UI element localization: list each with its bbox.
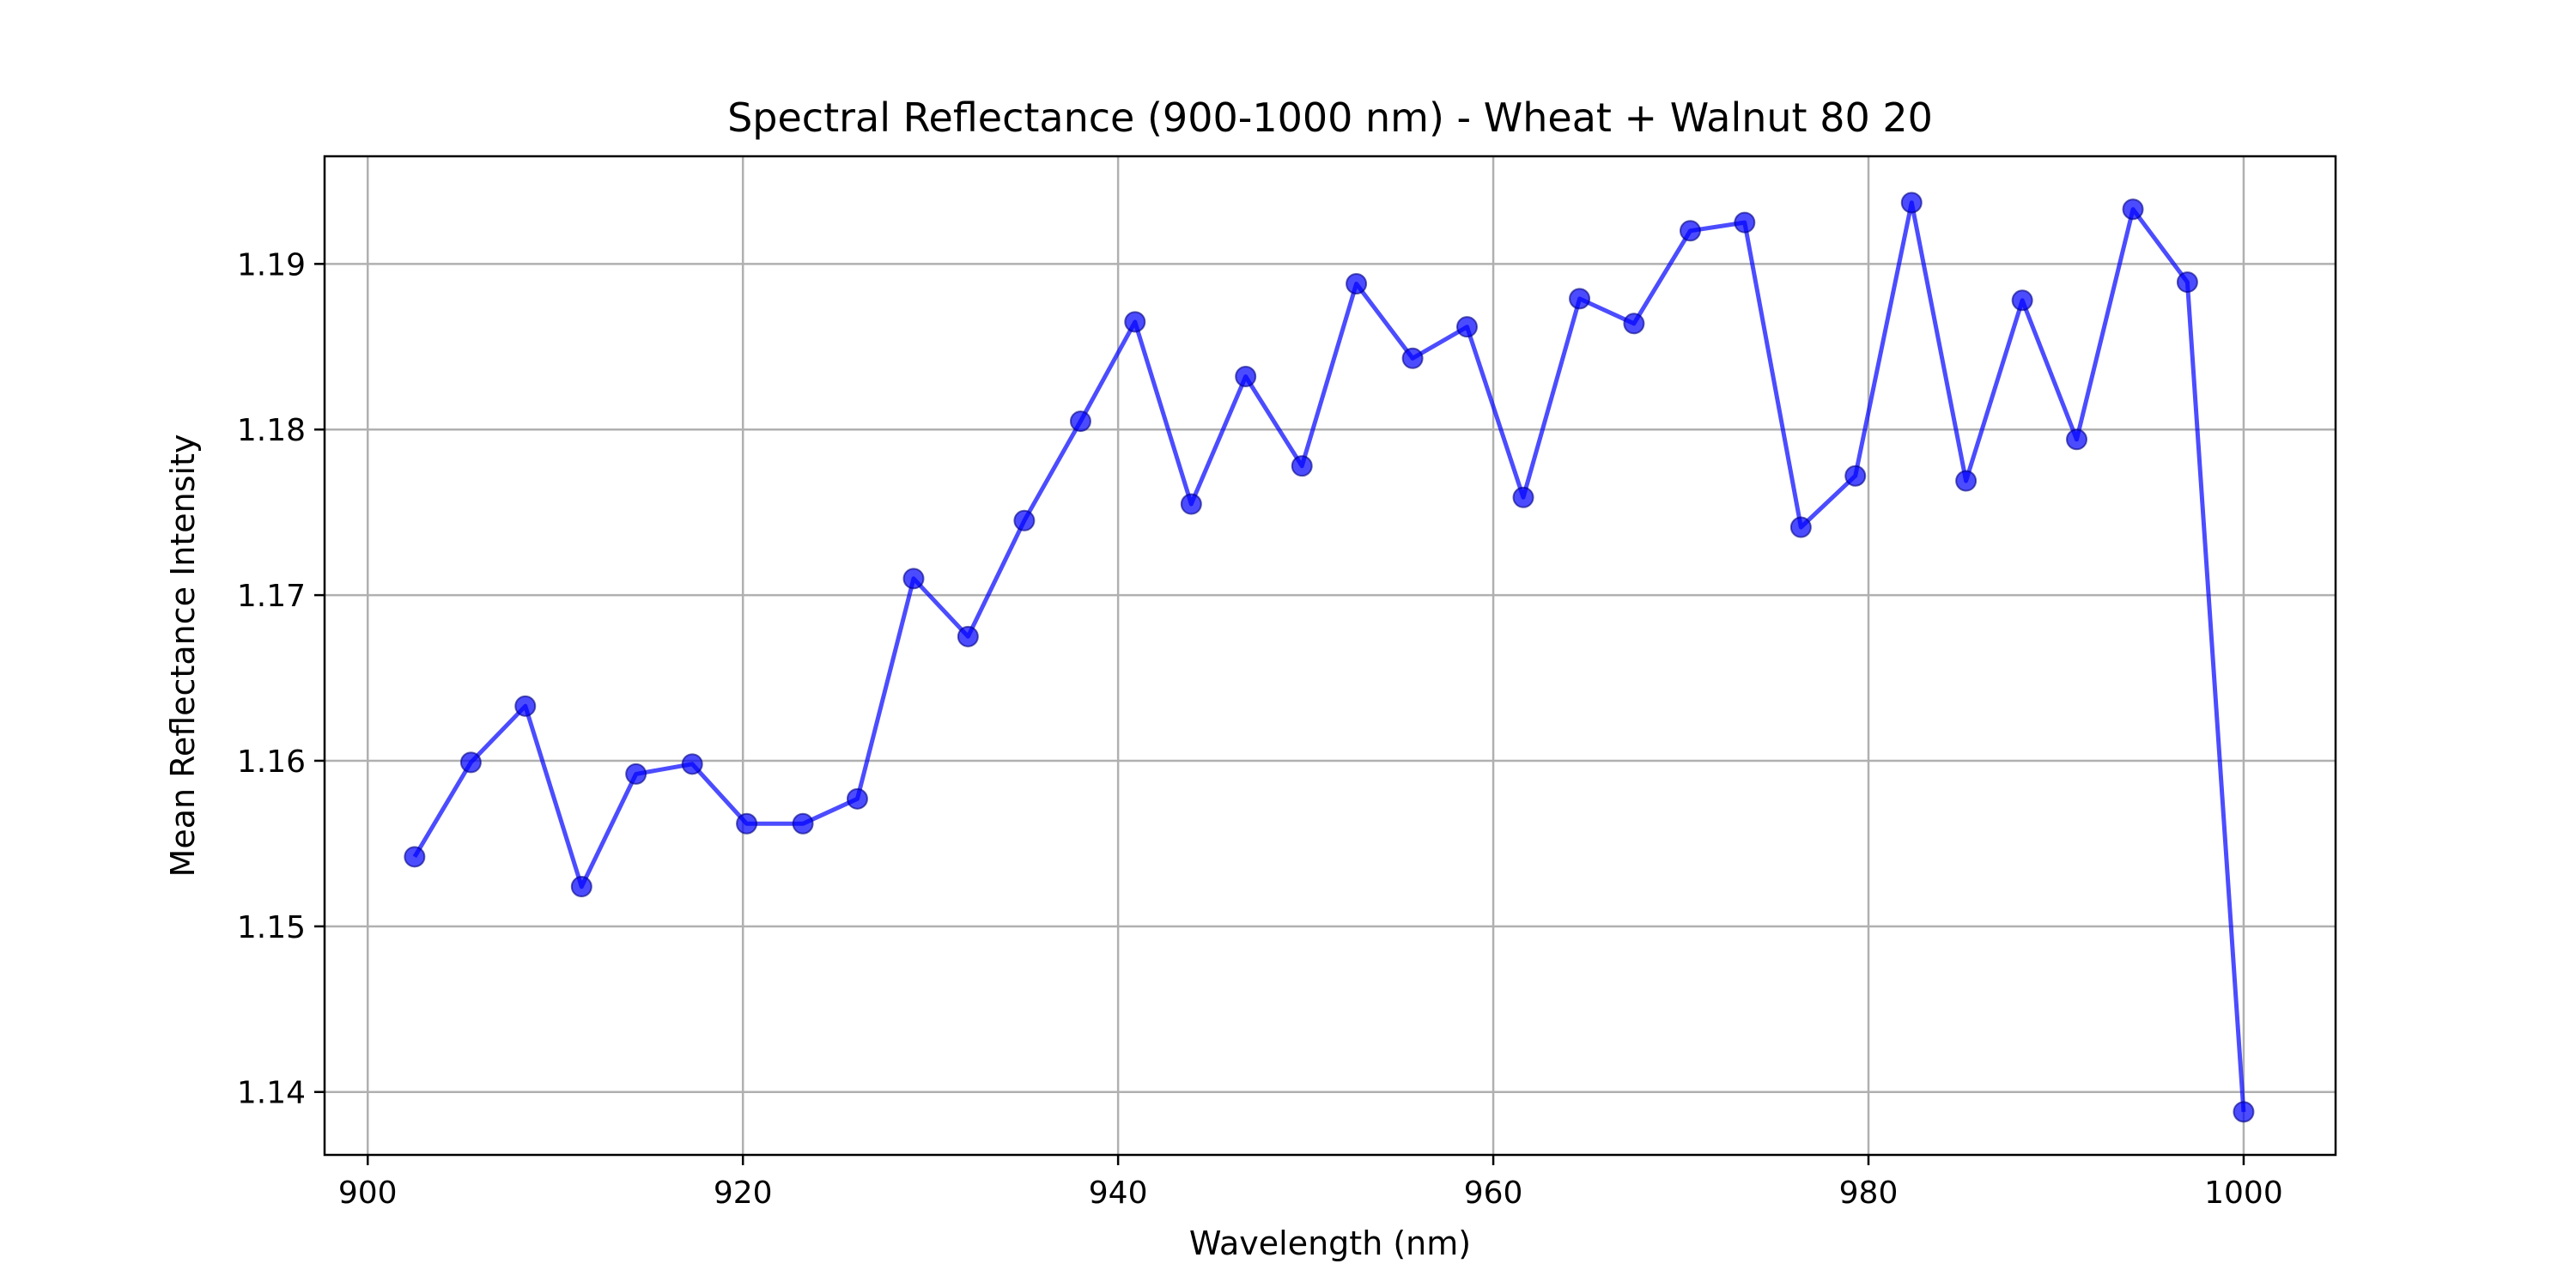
ticks-layer: 900 920 940 960 980 1000 1.14 1.15 1.16 1.17 1.18 1… xyxy=(237,247,2283,1211)
data-point xyxy=(1623,313,1645,335)
data-point xyxy=(514,695,537,717)
data-point xyxy=(1069,410,1091,433)
data-point xyxy=(1013,509,1036,532)
data-point xyxy=(1512,486,1534,508)
series-layer xyxy=(404,191,2255,1123)
data-point xyxy=(2066,428,2088,451)
data-point xyxy=(1235,366,1257,388)
data-point xyxy=(1569,288,1591,310)
data-point xyxy=(459,751,482,774)
data-point xyxy=(846,787,868,810)
data-point xyxy=(1180,493,1202,515)
y-tick-label: 1.17 xyxy=(237,579,306,614)
series-line xyxy=(412,200,2246,1113)
chart-title: Spectral Reflectance (900-1000 nm) - Whe… xyxy=(727,94,1933,141)
data-point xyxy=(2011,289,2033,312)
data-point xyxy=(1679,220,1701,242)
y-tick-label: 1.18 xyxy=(237,413,306,448)
x-axis-label: Wavelength (nm) xyxy=(1189,1224,1471,1262)
data-point xyxy=(736,812,758,835)
y-tick-label: 1.16 xyxy=(237,744,306,780)
data-point xyxy=(902,568,925,590)
data-point xyxy=(1955,470,1978,492)
data-point xyxy=(570,876,592,898)
data-point xyxy=(792,812,814,835)
x-tick-label: 980 xyxy=(1839,1176,1899,1211)
data-point xyxy=(1346,273,1368,295)
data-point xyxy=(681,753,703,775)
data-point xyxy=(625,762,647,785)
data-point xyxy=(404,846,426,868)
data-point xyxy=(1124,311,1146,333)
plot-frame xyxy=(323,155,2337,1157)
data-point xyxy=(2122,198,2144,221)
data-point xyxy=(957,625,979,647)
y-axis-label: Mean Reflectance Intensity xyxy=(164,434,202,878)
x-tick-label: 920 xyxy=(714,1176,773,1211)
y-tick-label: 1.14 xyxy=(237,1076,306,1111)
data-point xyxy=(1844,465,1867,487)
data-point xyxy=(1789,516,1812,538)
x-tick-label: 1000 xyxy=(2204,1176,2283,1211)
y-tick-label: 1.15 xyxy=(237,910,306,945)
data-point xyxy=(1401,347,1424,369)
data-point xyxy=(1900,191,1923,214)
data-point xyxy=(2233,1101,2255,1123)
x-tick-label: 900 xyxy=(338,1176,398,1211)
x-tick-label: 960 xyxy=(1464,1176,1523,1211)
data-point xyxy=(1455,316,1478,338)
x-tick-label: 940 xyxy=(1089,1176,1148,1211)
grid-layer xyxy=(325,156,2336,1155)
data-point xyxy=(2176,271,2198,294)
data-point xyxy=(1291,455,1313,477)
data-point xyxy=(1734,211,1756,234)
y-tick-label: 1.19 xyxy=(237,247,306,283)
